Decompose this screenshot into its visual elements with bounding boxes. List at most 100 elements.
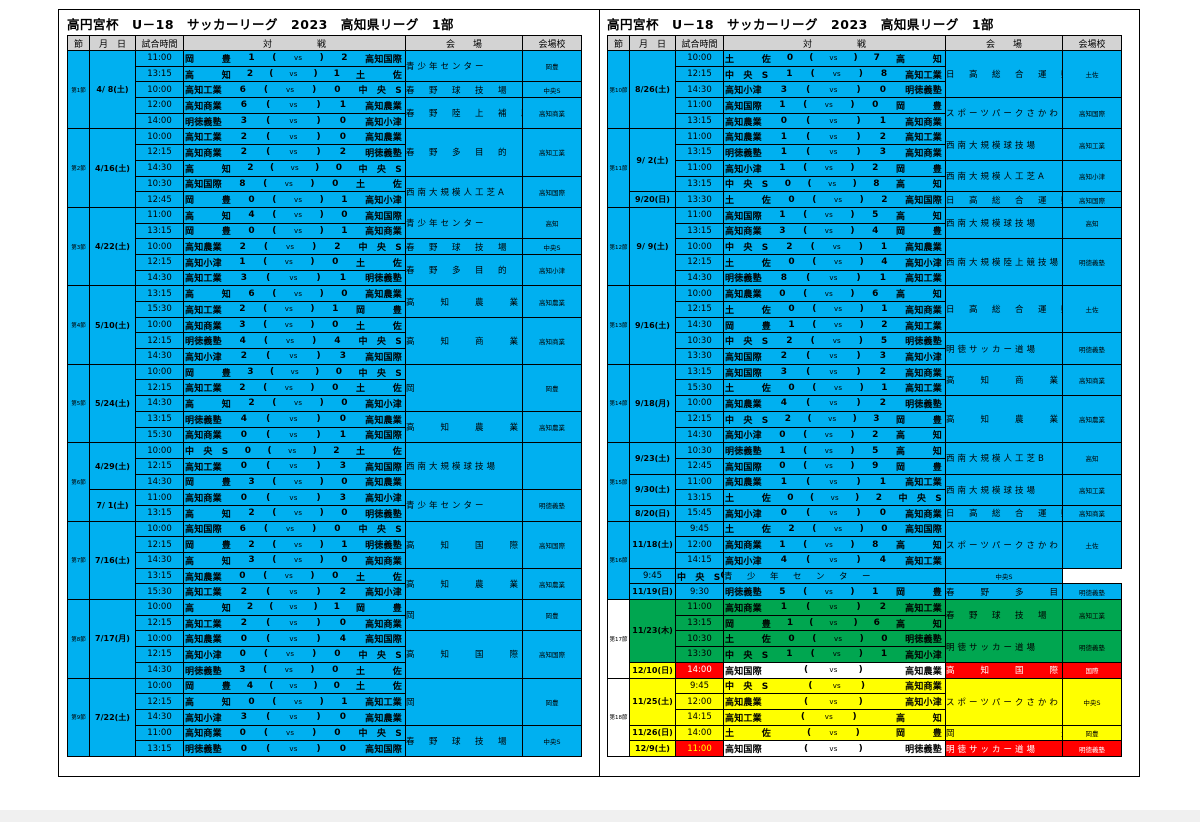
- host-school-cell: 高知国際: [522, 630, 582, 679]
- match-row: 10:30 中 央 S 2 (vs) 5 明徳義塾 明徳サッカー道場 明徳義塾: [608, 332, 1122, 365]
- venue-cell: 高 知 農 業: [405, 285, 523, 318]
- home-team: 土 佐: [725, 305, 772, 316]
- paren-open: (: [806, 367, 811, 378]
- match-line: 高知商業 0 (vs) 1 高知国際: [185, 428, 405, 442]
- away-team: 高知農業: [365, 290, 402, 301]
- away-score: 5: [872, 210, 879, 221]
- match-line: 明徳義塾 3 (vs) 0 高知小津: [185, 115, 405, 128]
- match-cell: 明徳義塾 0 (vs) 0 高知国際: [183, 740, 406, 757]
- header-date: 月 日: [89, 35, 136, 51]
- home-team: 岡 豊: [185, 682, 232, 693]
- match-line: 高知国際 (vs) 高知農業: [725, 664, 945, 677]
- home-score: 0: [240, 633, 248, 644]
- paren-close: ): [316, 351, 321, 362]
- match-line: 高知小津 3 (vs) 0 高知農業: [185, 711, 405, 724]
- host-school-cell: 岡豊: [522, 599, 582, 632]
- vs-label: vs: [829, 477, 838, 486]
- match-line: 中 央 S 0 (vs) 2 土 佐: [185, 444, 405, 458]
- date-cell: 7/22(土): [89, 677, 136, 757]
- home-team: 高知商業: [185, 101, 222, 112]
- away-team: 高知農業: [365, 101, 402, 112]
- right-header-row: 節 月 日 試合時間 対 戦 会 場 会場校: [607, 35, 1122, 51]
- match-line: 高知商業 1 (vs) 8 高 知: [725, 538, 945, 552]
- match-row: 11:00 高知国際 1(vs) 0 岡 豊スポーツパークさかわ 高知国際: [608, 97, 1122, 130]
- paren-open: (: [812, 194, 817, 205]
- match-row: 7/ 1(土) 11:00 高知商業 0 (vs) 3 高知小津 青少年センター 明徳義塾: [68, 489, 582, 522]
- vs-label: vs: [284, 666, 293, 675]
- home-score: 3: [780, 367, 788, 378]
- paren-open: (: [803, 210, 808, 221]
- paren-close: ): [316, 116, 321, 127]
- date-cell: 7/17(月): [89, 599, 136, 679]
- paren-close: ): [856, 508, 861, 519]
- away-score: 2: [339, 147, 347, 158]
- host-school-cell: 岡豊: [522, 363, 582, 412]
- time-cell: 12:15: [675, 253, 724, 271]
- away-team: 高 知: [895, 619, 942, 630]
- paren-open: (: [810, 649, 815, 660]
- vs-label: vs: [293, 556, 303, 565]
- vs-label: vs: [824, 446, 833, 455]
- paren-open: (: [263, 382, 268, 393]
- paren-open: (: [266, 492, 271, 503]
- paren-open: (: [812, 320, 817, 331]
- vs-label: vs: [289, 744, 298, 753]
- home-score: 2: [246, 69, 254, 80]
- away-score: 0: [334, 84, 341, 95]
- paren-close: ): [316, 743, 321, 754]
- away-score: 2: [339, 586, 347, 597]
- host-school-cell: 高知: [522, 206, 582, 240]
- paren-close: ): [319, 398, 324, 409]
- paren-close: ): [316, 492, 321, 503]
- away-team: 高知商業: [905, 305, 942, 316]
- time-cell: 10:00: [135, 316, 184, 334]
- host-school-cell: 明徳義塾: [1062, 332, 1122, 365]
- away-team: 高知商業: [905, 509, 942, 520]
- match-line: 土 佐 0 (vs) 0 明徳義塾: [725, 632, 945, 646]
- match-row: 13:30 高知国際 2 (vs) 3 高知小津: [608, 348, 1122, 365]
- home-team: 明徳義塾: [725, 588, 762, 599]
- vs-label: vs: [824, 211, 833, 220]
- vs-label: vs: [293, 399, 303, 408]
- match-cell: 高知工業 0 (vs) 3 高知国際: [183, 457, 406, 475]
- venue-cell: 明徳サッカー道場: [945, 630, 1063, 663]
- time-cell: 14:00: [675, 661, 724, 679]
- paren-close: ): [313, 69, 318, 80]
- away-team: 岡 豊: [355, 305, 402, 316]
- home-team: 高知国際: [725, 745, 762, 756]
- host-school-cell: 高知工業: [1062, 599, 1122, 632]
- home-score: 3: [247, 367, 254, 378]
- paren-close: ): [312, 241, 317, 252]
- paren-open: (: [272, 225, 277, 236]
- match-row: 第15節 9/23(土) 10:30 明徳義塾 1 (vs) 5 高 知西南大規模人工芝B 高知: [607, 442, 1122, 522]
- vs-label: vs: [829, 117, 838, 126]
- match-line: 高知国際 1 (vs) 5 高 知: [725, 209, 945, 222]
- match-line: 高知工業 3 (vs) 1 明徳義塾: [185, 271, 405, 285]
- paren-open: (: [272, 194, 277, 205]
- home-team: 土 佐: [725, 729, 772, 740]
- home-team: 明徳義塾: [725, 274, 762, 285]
- away-team: 明徳義塾: [905, 635, 942, 646]
- time-cell: 10:00: [135, 442, 184, 459]
- time-cell: 10:00: [135, 677, 184, 695]
- time-cell: 13:15: [135, 222, 184, 240]
- vs-label: vs: [833, 524, 843, 533]
- paren-open: (: [812, 633, 817, 644]
- paren-close: ): [858, 743, 863, 754]
- paren-close: ): [856, 476, 861, 487]
- home-team: 高知商業: [185, 729, 222, 740]
- match-line: 高知商業 3 (vs) 4 岡 豊: [725, 224, 945, 238]
- venue-cell: 青少年センター: [405, 489, 523, 522]
- date-cell: 9/20(日): [629, 191, 676, 208]
- match-cell: 中 央 S 0 (vs) 2 土 佐: [183, 442, 406, 459]
- paren-open: (: [272, 508, 277, 519]
- home-score: 1: [780, 131, 788, 142]
- time-cell: 13:15: [675, 363, 724, 381]
- paren-open: (: [269, 69, 274, 80]
- match-cell: 岡 豊 0 (vs) 1 高知小津: [183, 191, 406, 208]
- away-score: 0: [341, 555, 348, 566]
